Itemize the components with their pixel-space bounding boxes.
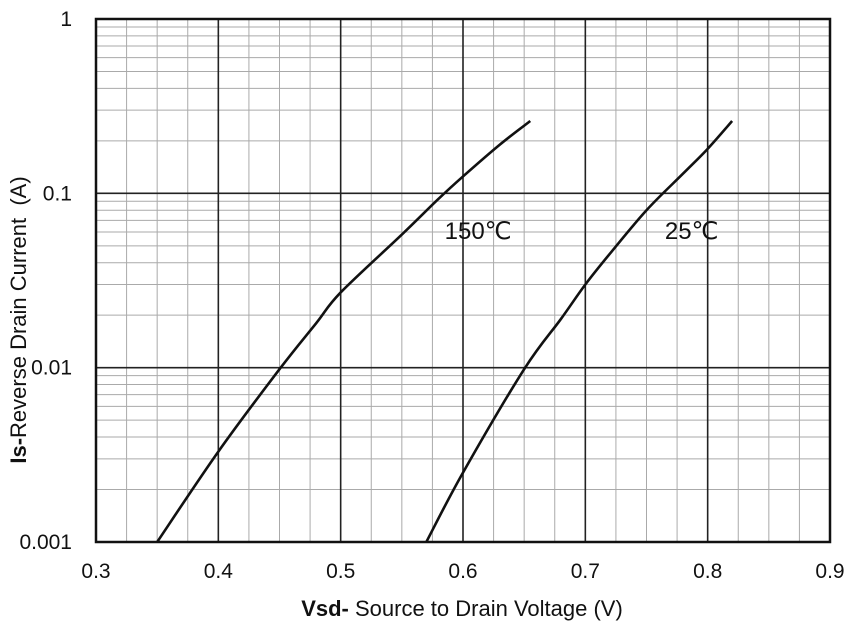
x-tick-label: 0.9: [815, 560, 844, 583]
y-tick-label: 0.1: [43, 182, 72, 205]
x-axis-label-text: Source to Drain Voltage (V): [349, 596, 623, 621]
y-axis-label-symbol: Is-: [6, 438, 31, 464]
y-tick-label: 0.001: [19, 531, 72, 554]
x-tick-label: 0.7: [571, 560, 600, 583]
x-tick-labels: 0.3 0.4 0.5 0.6 0.7 0.8 0.9: [81, 560, 844, 583]
curve-annotation: 25℃: [665, 218, 719, 245]
curve-annotations: 150℃ 25℃: [445, 218, 719, 245]
x-tick-label: 0.3: [81, 560, 110, 583]
x-axis-label-symbol: Vsd-: [301, 596, 349, 621]
y-tick-labels: 1 0.1 0.01 0.001: [19, 8, 72, 554]
x-axis-label: Vsd- Source to Drain Voltage (V): [301, 596, 623, 621]
y-tick-label: 1: [60, 8, 72, 31]
x-tick-label: 0.6: [448, 560, 477, 583]
curve-annotation: 150℃: [445, 218, 512, 245]
x-tick-label: 0.4: [204, 560, 234, 583]
y-axis-label-text: Reverse Drain Current (A): [6, 176, 31, 438]
y-tick-label: 0.01: [31, 357, 72, 380]
major-grid: [96, 19, 830, 542]
series-line-0: [156, 119, 532, 543]
series-lines: [156, 119, 734, 543]
plot-frame: [94, 17, 832, 544]
x-tick-label: 0.8: [693, 560, 722, 583]
y-axis-label: Is-Reverse Drain Current (A): [6, 176, 31, 463]
x-tick-label: 0.5: [326, 560, 355, 583]
series-line-1: [425, 120, 734, 543]
